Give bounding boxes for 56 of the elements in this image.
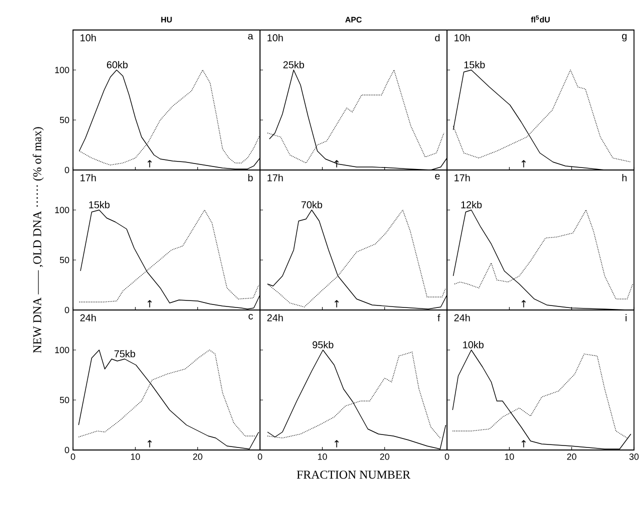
annotation: 60kb	[106, 60, 128, 68]
annotation: 17h	[454, 174, 470, 182]
x-tick-label: 0	[258, 454, 262, 460]
annotation: i	[626, 314, 627, 322]
annotation: c	[248, 314, 253, 320]
annotation: 10kb	[463, 340, 484, 348]
annotation: 24h	[267, 314, 283, 322]
annotation: 25kb	[283, 60, 304, 68]
annotation: a	[248, 34, 254, 40]
y-tick-label: 50	[60, 396, 70, 404]
y-tick-label: 50	[60, 116, 70, 124]
x-tick-label: 20	[567, 454, 576, 460]
annotation: g	[622, 34, 627, 42]
annotation: h	[622, 174, 627, 182]
x-tick-label: 20	[193, 454, 202, 460]
y-tick-label: 0	[64, 306, 70, 314]
annotation: 70kb	[301, 200, 322, 208]
annotation: 24h	[454, 314, 470, 322]
annotation: 10h	[80, 34, 96, 42]
annotation: b	[248, 174, 253, 182]
y-tick-label: 50	[60, 256, 70, 264]
annotation: 95kb	[312, 340, 334, 348]
annotation: ↑	[148, 160, 152, 168]
x-tick-label: 10	[505, 454, 514, 460]
x-tick-label: 0	[444, 454, 450, 460]
annotation: ↑	[334, 440, 339, 448]
y-tick-label: 100	[55, 66, 70, 74]
annotation: 10h	[268, 34, 283, 42]
annotation: ↑	[148, 300, 152, 308]
x-tick-label: 0	[70, 454, 76, 460]
x-tick-label: 30	[629, 454, 639, 460]
y-tick-label: 0	[64, 446, 70, 454]
annotation: 10h	[454, 34, 470, 42]
y-tick-label: 100	[55, 206, 70, 214]
x-tick-label: 10	[318, 454, 327, 460]
annotation: ↑	[522, 300, 526, 308]
x-tick-label: 20	[380, 454, 390, 460]
annotation: f	[438, 314, 440, 322]
annotation: 17h	[80, 174, 96, 182]
y-tick-label: 0	[64, 166, 70, 174]
annotation: 15kb	[89, 200, 110, 208]
x-axis-title: FRACTION NUMBER	[296, 470, 410, 479]
annotation: 12kb	[461, 200, 482, 208]
annotation: ↑	[522, 160, 526, 168]
annotation: e	[435, 174, 440, 180]
y-axis-title: NEW DNA —— ,OLD DNA ······ (% of max)	[32, 127, 44, 354]
annotation: 75kb	[114, 350, 136, 358]
annotation: ↑	[522, 440, 526, 448]
x-tick-label: 10	[131, 454, 140, 460]
y-tick-label: 100	[55, 346, 70, 354]
annotation: 17h	[268, 174, 283, 182]
annotation: ↑	[148, 440, 152, 448]
annotation: 24h	[80, 314, 96, 322]
annotation: 15kb	[464, 60, 485, 68]
annotation: ↑	[334, 300, 339, 308]
annotation: d	[435, 34, 440, 42]
